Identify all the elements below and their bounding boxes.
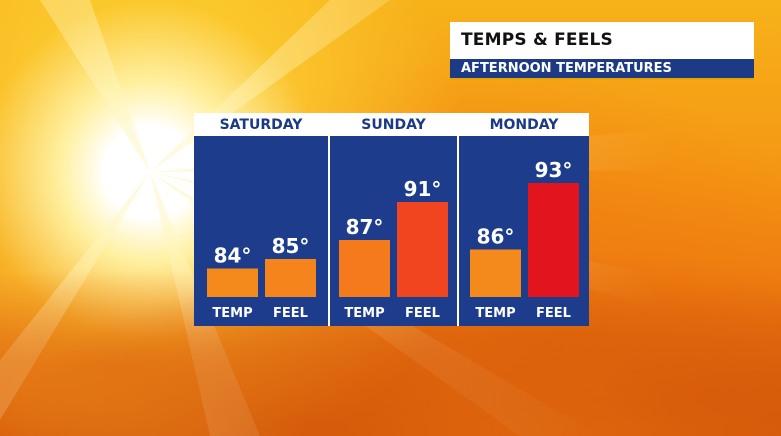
bar-label-monday-feel: FEEL [536,306,571,321]
bar-saturday-feel [265,259,316,297]
value-label-sunday-feel: 91° [404,177,442,201]
bar-label-saturday-feel: FEEL [273,306,308,321]
bar-saturday-temp [207,268,258,297]
bar-sunday-temp [339,240,390,297]
chart-subtitle: AFTERNOON TEMPERATURES [450,59,754,80]
day-header-sunday: SUNDAY [330,113,457,136]
temperature-bars: 84° TEMP 85° FEEL 87° TEMP 91° FEEL 86° TEMP 93° FE… [207,158,579,321]
bar-label-sunday-feel: FEEL [405,306,440,321]
value-label-monday-temp: 86° [477,225,515,249]
chart-title: TEMPS & FEELS [450,22,754,59]
day-header-monday: MONDAY [459,113,589,136]
day-divider [328,113,330,326]
value-label-sunday-temp: 87° [346,215,384,239]
bar-sunday-feel [397,202,448,297]
value-label-saturday-temp: 84° [214,244,252,268]
bar-label-monday-temp: TEMP [475,306,515,321]
forecast-panel: SATURDAY SUNDAY MONDAY 84° TEMP 85° FEEL 87°… [194,113,589,326]
value-label-saturday-feel: 85° [272,234,310,258]
bar-label-saturday-temp: TEMP [212,306,252,321]
bar-label-sunday-temp: TEMP [344,306,384,321]
day-divider [457,113,459,326]
value-label-monday-feel: 93° [535,158,573,182]
bar-monday-feel [528,183,579,297]
bar-monday-temp [470,249,521,297]
title-box: TEMPS & FEELS AFTERNOON TEMPERATURES [450,22,754,80]
day-header-saturday: SATURDAY [194,113,328,136]
